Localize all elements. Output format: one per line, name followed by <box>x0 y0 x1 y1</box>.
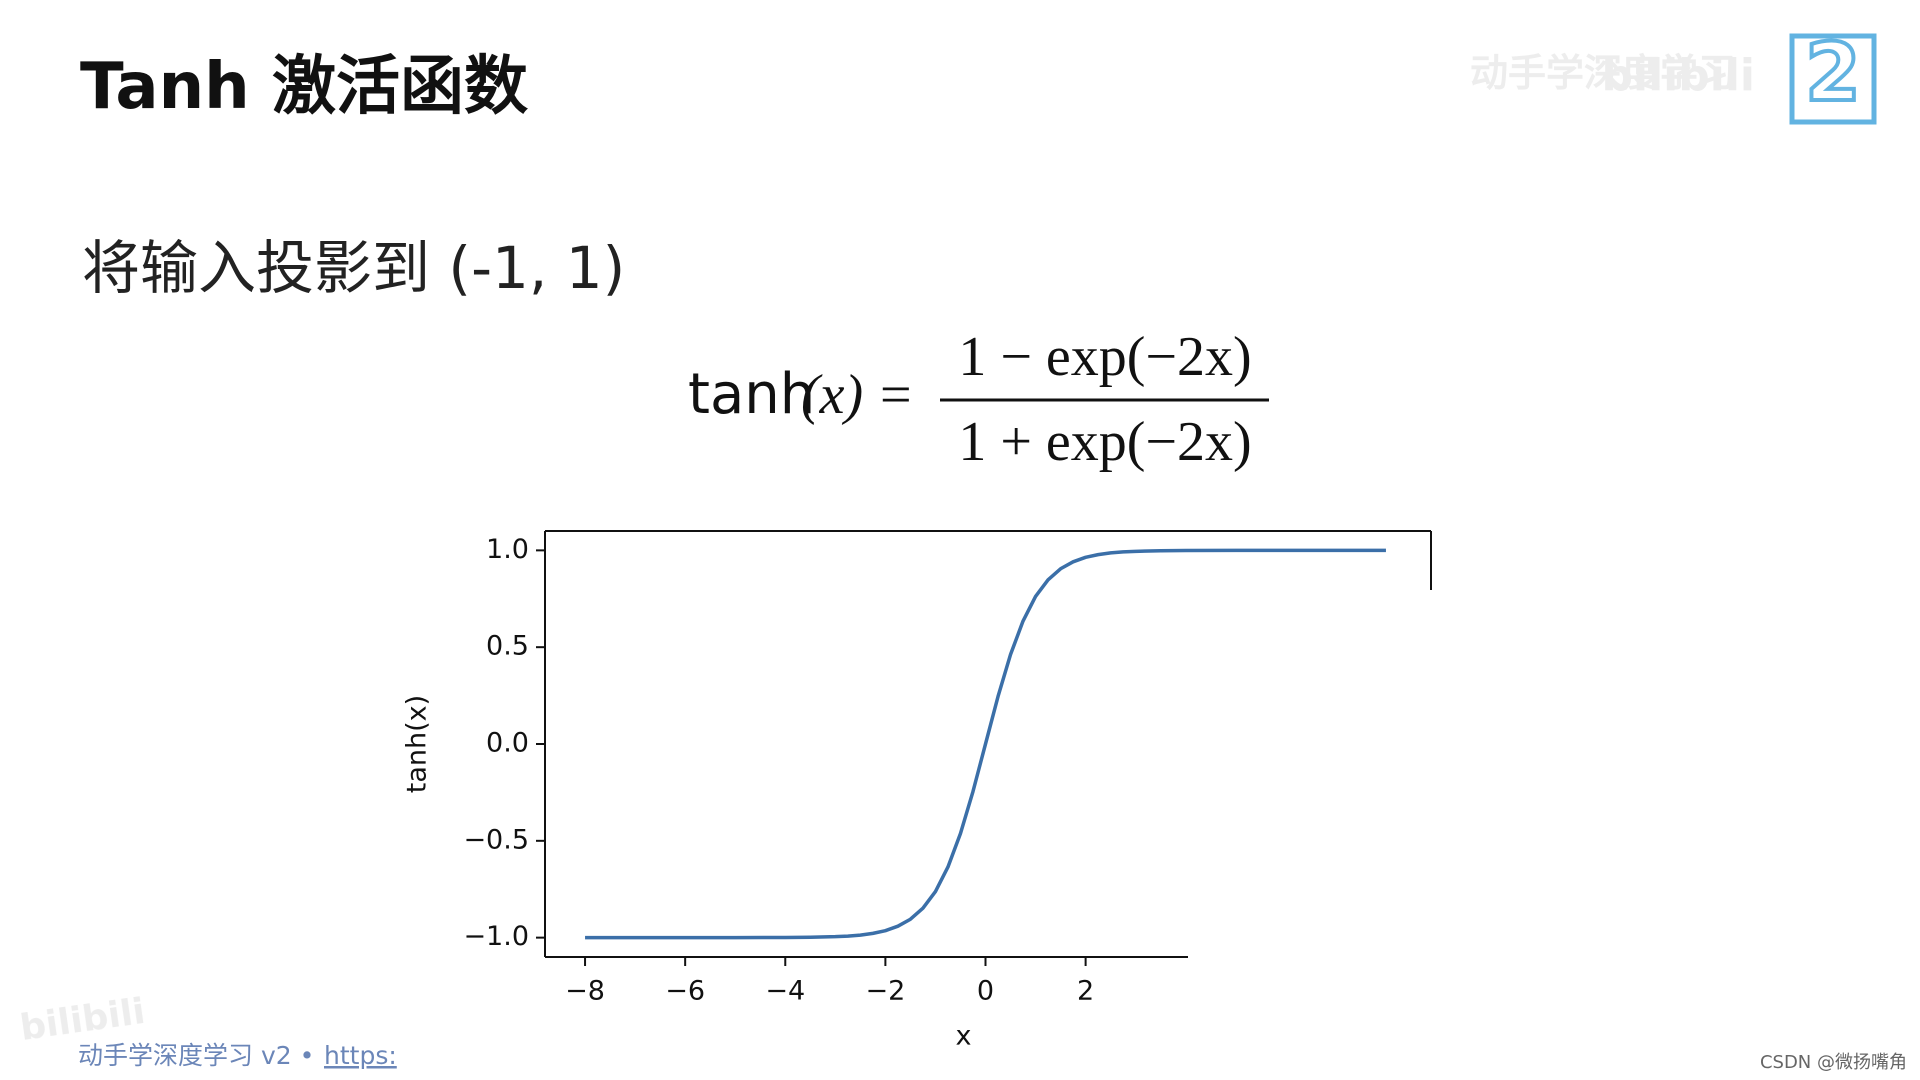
footer-text: 动手学深度学习 v2 • <box>78 1041 314 1070</box>
watermark-site: bilibili <box>1602 50 1755 101</box>
x-tick-label: 2 <box>1077 976 1094 1007</box>
y-tick-label: 0.5 <box>486 631 529 662</box>
y-tick-label: −0.5 <box>463 824 529 855</box>
x-tick-label: −4 <box>765 976 805 1007</box>
x-tick-label: −6 <box>665 976 705 1007</box>
y-tick-label: −1.0 <box>463 921 529 952</box>
tanh-curve <box>585 548 1386 940</box>
chart: 1.0 0.5 0.0 −0.5 −1.0 −8 −6 −4 −2 0 2 x tanh(x) <box>402 530 1432 1052</box>
x-tick-label: −2 <box>865 976 905 1007</box>
formula-argument: (x) <box>801 364 863 426</box>
x-tick-label: 0 <box>977 976 994 1007</box>
slide-title: Tanh 激活函数 <box>80 50 528 124</box>
logo: 2 <box>1789 24 1877 125</box>
watermark-course: 动手学深度学习 <box>1470 51 1736 95</box>
formula-equals: = <box>880 364 912 426</box>
logo-frame <box>1789 33 1877 125</box>
formula-denominator: 1 + exp(−2x) <box>958 411 1251 473</box>
y-tick-label: 1.0 <box>486 534 529 565</box>
formula-numerator: 1 − exp(−2x) <box>958 326 1251 388</box>
slide-subtitle: 将输入投影到 (-1, 1) <box>82 234 625 302</box>
credit: CSDN @微扬嘴角 <box>1760 1052 1907 1073</box>
footer-link[interactable]: https: <box>324 1041 397 1070</box>
y-axis-label: tanh(x) <box>402 695 433 793</box>
formula: tanh (x) = 1 − exp(−2x) 1 + exp(−2x) <box>688 326 1269 473</box>
logo-digit: 2 <box>1805 26 1861 119</box>
x-axis-label: x <box>956 1021 972 1052</box>
y-tick-label: 0.0 <box>486 728 529 759</box>
formula-function: tanh <box>688 362 815 427</box>
x-tick-label: −8 <box>565 976 605 1007</box>
